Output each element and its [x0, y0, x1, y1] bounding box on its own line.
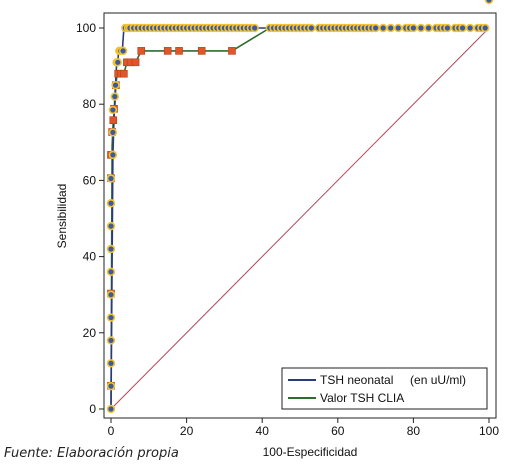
y-tick-label: 100 — [76, 21, 96, 35]
source-note: Fuente: Elaboración propia — [4, 446, 179, 461]
y-tick-label: 80 — [83, 97, 97, 111]
series-point-neonatal — [106, 381, 116, 391]
series-point-neonatal — [108, 105, 118, 115]
x-tick-label: 100 — [479, 424, 499, 438]
y-axis-title: Sensibilidad — [55, 184, 69, 249]
series-point-neonatal — [409, 23, 418, 33]
legend-label-tsh-neonatal: TSH neonatal (en uU/ml) — [320, 373, 466, 387]
series-point-neonatal — [106, 267, 116, 277]
series-point-neonatal — [106, 174, 116, 183]
x-tick-label: 0 — [108, 424, 115, 438]
series-point-clia — [120, 69, 128, 78]
series-point-neonatal — [106, 244, 116, 254]
series-point-neonatal — [110, 92, 119, 101]
series-point-neonatal — [481, 23, 490, 33]
series-point-neonatal — [371, 23, 380, 33]
series-point-neonatal — [118, 46, 128, 56]
y-axis: 0 20 40 60 80 100 — [76, 21, 104, 416]
legend: TSH neonatal (en uU/ml) Valor TSH CLIA — [281, 367, 488, 410]
series-point-neonatal — [386, 23, 395, 33]
series-point-neonatal — [465, 23, 475, 33]
series-point-clia — [175, 47, 183, 55]
x-axis: 0 20 40 60 80 100 — [108, 418, 499, 438]
series-point-neonatal — [106, 199, 116, 208]
series-point-clia — [137, 47, 146, 55]
series-point-neonatal — [250, 23, 259, 33]
series-point-neonatal — [378, 23, 388, 33]
plot-frame — [103, 12, 497, 419]
series-point-neonatal — [416, 23, 426, 33]
series-point-neonatal — [111, 80, 120, 90]
legend-box — [281, 367, 488, 410]
series-point-neonatal — [106, 313, 116, 322]
legend-label-tsh-clia: Valor TSH CLIA — [320, 391, 404, 405]
x-tick-label: 80 — [407, 424, 421, 438]
series-point-clia — [163, 47, 172, 55]
series-point-neonatal — [458, 23, 467, 33]
series-layer — [106, 0, 494, 414]
series-point-clia — [109, 116, 118, 125]
series-line-2 — [110, 27, 490, 410]
series-point-clia — [197, 47, 206, 55]
series-point-clia — [131, 58, 140, 67]
x-tick-label: 20 — [180, 424, 194, 438]
x-tick-label: 60 — [331, 424, 345, 438]
series-point-neonatal — [106, 359, 116, 368]
series-point-neonatal — [484, 0, 494, 5]
series-point-neonatal — [106, 404, 116, 414]
y-tick-label: 40 — [83, 250, 97, 264]
series-point-neonatal — [108, 150, 118, 160]
x-tick-label: 40 — [256, 424, 270, 438]
series-point-neonatal — [394, 23, 403, 33]
y-tick-label: 60 — [83, 173, 97, 187]
series-point-neonatal — [106, 336, 116, 345]
series-point-neonatal — [307, 23, 316, 33]
x-axis-title: 100-Especificidad — [263, 445, 358, 459]
y-tick-label: 0 — [89, 402, 96, 416]
series-point-neonatal — [443, 23, 452, 33]
y-tick-label: 20 — [83, 326, 97, 340]
plot-area: 0 20 40 60 80 100 0 20 40 60 80 100 — [76, 0, 499, 438]
series-point-clia — [228, 47, 236, 55]
series-point-neonatal — [106, 221, 116, 231]
series-point-neonatal — [108, 128, 118, 137]
series-point-neonatal — [424, 23, 433, 33]
series-point-neonatal — [106, 290, 116, 299]
series-point-neonatal — [113, 58, 123, 67]
